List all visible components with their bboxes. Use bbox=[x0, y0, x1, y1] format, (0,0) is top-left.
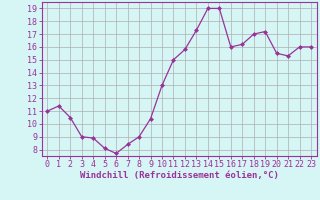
X-axis label: Windchill (Refroidissement éolien,°C): Windchill (Refroidissement éolien,°C) bbox=[80, 171, 279, 180]
